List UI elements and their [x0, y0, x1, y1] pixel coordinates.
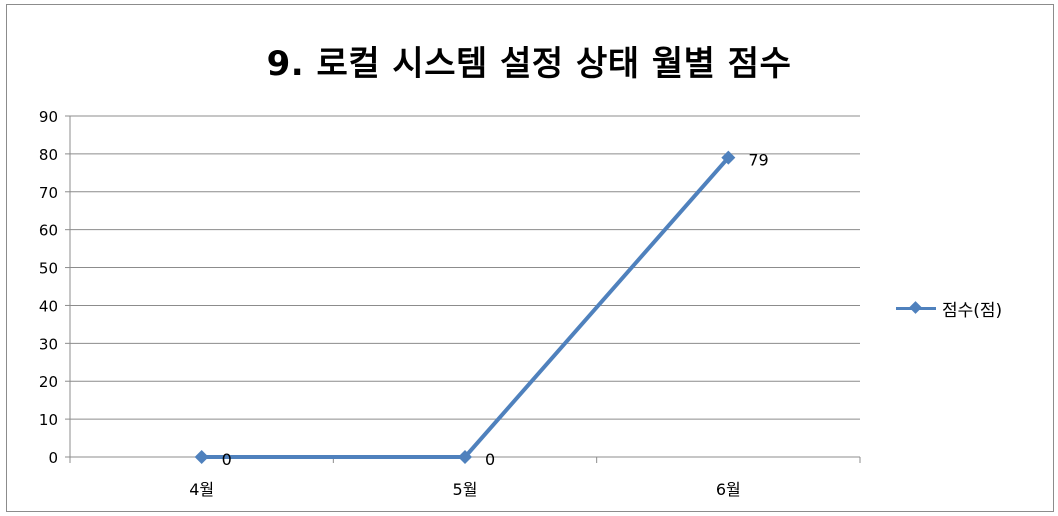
data-point-marker — [458, 450, 472, 464]
x-tick-label: 6월 — [716, 480, 741, 499]
y-tick-label: 20 — [39, 373, 58, 391]
chart-title: 9. 로컬 시스템 설정 상태 월별 점수 — [266, 44, 792, 84]
y-tick-label: 40 — [39, 297, 58, 315]
legend-swatch — [896, 301, 936, 314]
y-tick-label: 90 — [39, 108, 58, 126]
legend-diamond-marker — [909, 301, 922, 314]
y-tick-label: 0 — [48, 449, 58, 467]
data-label: 79 — [748, 151, 768, 170]
y-tick-label: 60 — [39, 222, 58, 240]
data-point-marker — [721, 150, 736, 165]
y-tick-label: 50 — [39, 260, 58, 278]
y-tick-label: 70 — [39, 184, 58, 202]
legend-label: 점수(점) — [942, 300, 1003, 321]
data-point-marker — [194, 450, 209, 464]
x-tick-label: 4월 — [189, 480, 214, 499]
data-label: 0 — [485, 450, 495, 469]
y-tick-label: 10 — [39, 411, 58, 429]
y-tick-label: 30 — [39, 335, 58, 353]
chart-frame — [6, 4, 1054, 512]
data-label: 0 — [222, 450, 232, 469]
legend: 점수(점) — [896, 296, 1003, 321]
y-tick-label: 80 — [39, 146, 58, 164]
series-line — [199, 155, 731, 459]
x-tick-label: 5월 — [453, 480, 478, 499]
